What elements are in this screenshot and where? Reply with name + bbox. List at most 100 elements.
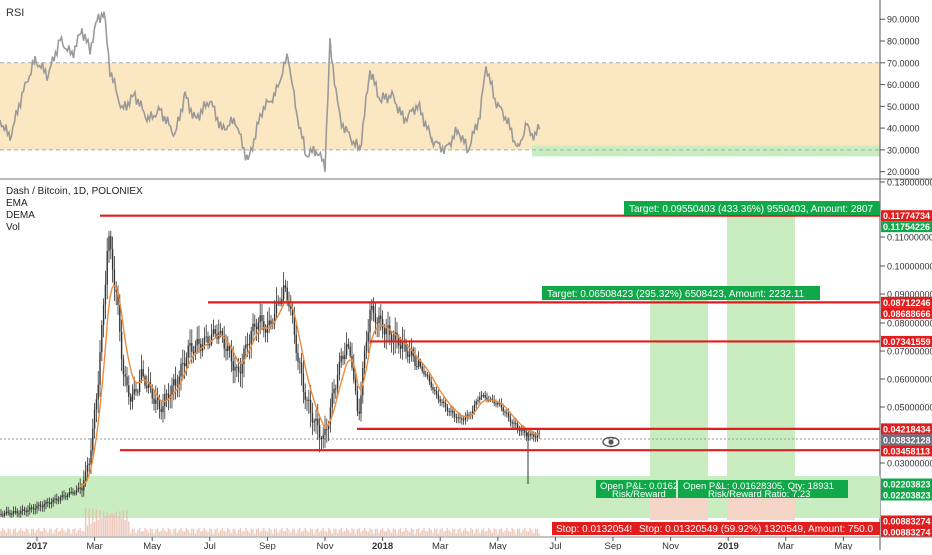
candle-body <box>178 376 180 387</box>
open-pl-label-1[interactable]: Open P&L: 0.0162 Risk/Reward <box>596 480 678 500</box>
volume-bar <box>108 514 110 536</box>
volume-bar <box>335 528 337 536</box>
target-label-2[interactable]: Target: 0.06508423 (295.32%) 6508423, Am… <box>542 286 820 300</box>
rsi-tick-label: 60.0000 <box>887 80 920 90</box>
volume-bar <box>405 528 407 536</box>
volume-bar <box>324 530 326 536</box>
candle-body <box>158 397 161 409</box>
candle-body <box>128 385 130 397</box>
volume-bar <box>207 532 209 536</box>
volume-bar <box>86 525 89 536</box>
open-pl-label-2[interactable]: Open P&L: 0.01628305, Qty: 18931 Risk/Re… <box>678 480 848 500</box>
candle-body <box>435 391 438 395</box>
volume-bar <box>511 528 513 536</box>
volume-bar <box>410 528 413 536</box>
volume-bar <box>498 529 501 536</box>
candle-body <box>97 384 99 400</box>
target-label-1[interactable]: Target: 0.09550403 (433.36%) 9550403, Am… <box>624 201 880 215</box>
candle-body <box>239 371 242 374</box>
candle-body <box>428 376 431 382</box>
volume-bar <box>380 529 382 536</box>
candle-body <box>320 438 323 440</box>
price-badge-label: 0.08712246 <box>883 298 931 308</box>
candle-body <box>111 249 114 270</box>
volume-bar <box>243 531 245 536</box>
resistance-lines[interactable] <box>100 214 880 452</box>
volume-bar <box>194 533 197 536</box>
volume-bar <box>245 528 247 536</box>
volume-bar <box>491 532 494 536</box>
volume-bar <box>221 528 224 536</box>
candle-body <box>511 421 513 424</box>
volume-bar <box>430 529 432 536</box>
rsi-overbought-oversold-band <box>0 62 880 150</box>
volume-bar <box>2 528 4 536</box>
candle-body <box>444 403 447 408</box>
volume-bar <box>475 528 477 536</box>
volume-bar <box>173 528 175 536</box>
volume-bar <box>131 528 134 536</box>
volume-bar <box>43 528 45 536</box>
volume-bar <box>29 533 31 536</box>
volume-bar <box>277 532 279 536</box>
candle-body <box>421 366 423 372</box>
candle-body <box>288 301 290 307</box>
open-pl-1-text: Open P&L: 0.0162 <box>600 481 678 492</box>
volume-bar <box>169 529 171 536</box>
candle-body <box>203 337 206 345</box>
volume-bar <box>270 529 272 536</box>
volume-bar <box>308 532 310 536</box>
candle-body <box>38 504 40 506</box>
candle-body <box>29 507 31 510</box>
candle-body <box>79 487 81 489</box>
volume-bar <box>414 533 416 536</box>
rsi-tick-label: 80.0000 <box>887 37 920 47</box>
volume-bar <box>223 530 225 536</box>
candle-body <box>495 403 497 405</box>
volume-bar <box>248 532 251 536</box>
volume-bar <box>479 532 481 536</box>
candle-body <box>374 313 377 323</box>
volume-bar <box>81 531 83 536</box>
volume-bar <box>525 531 528 536</box>
volume-bar <box>189 532 191 536</box>
volume-bar <box>66 528 69 536</box>
volume-bar <box>313 533 315 536</box>
volume-bar <box>536 528 539 536</box>
volume-bar <box>135 532 137 536</box>
volume-bar <box>342 531 344 536</box>
candle-body <box>11 513 13 515</box>
stop-label-2[interactable]: Stop: 0.01320549 (59.92%) 1320549, Amoun… <box>635 522 880 535</box>
price-tick-label: 0.13000000 <box>887 178 932 188</box>
volume-bar <box>392 528 395 536</box>
volume-bar <box>369 528 371 536</box>
time-tick-label: Mar <box>432 541 448 550</box>
volume-bar <box>120 518 123 536</box>
stop-label-1[interactable]: Stop: 0.0132054! <box>552 522 638 535</box>
volume-bar <box>185 528 188 536</box>
candle-body <box>516 424 519 429</box>
candle-body <box>340 355 342 362</box>
volume-bar <box>423 528 425 536</box>
rsi-axis[interactable]: 90.0000 80.0000 70.0000 60.0000 50.0000 40.00… <box>880 15 920 177</box>
volume-bar <box>57 531 60 536</box>
volume-bar <box>533 532 535 536</box>
volume-bar <box>74 528 76 536</box>
volume-bar <box>101 518 103 536</box>
candle-body <box>250 331 252 344</box>
eye-icon[interactable] <box>602 436 620 448</box>
volume-bar <box>20 528 22 536</box>
volume-bar <box>203 528 206 536</box>
candle-body <box>513 422 515 424</box>
price-axis[interactable]: 0.13000000 0.11000000 0.10000000 0.09000000… <box>880 178 932 469</box>
price-badge-label: 0.00883274 <box>883 517 931 527</box>
price-badge-label: 0.03832128 <box>883 435 931 445</box>
candle-body <box>126 376 128 386</box>
volume-bar <box>38 528 40 536</box>
volume-bar <box>106 512 108 536</box>
price-badge <box>881 423 932 435</box>
volume-bar <box>273 528 276 536</box>
time-axis[interactable]: 2017 Mar May Jul Sep Nov 2018 Mar May Jul Sep Nov 20… <box>26 537 853 552</box>
